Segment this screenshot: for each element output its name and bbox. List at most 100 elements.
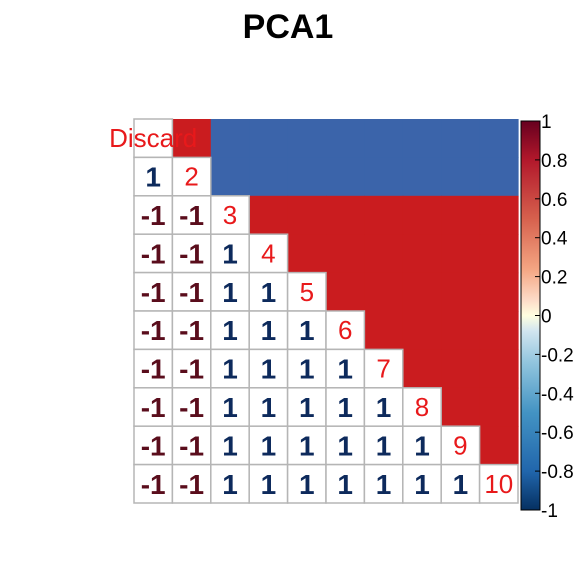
colorbar-tick-label: -1 bbox=[541, 501, 558, 522]
upper-cell bbox=[479, 426, 519, 466]
cell-value-label: -1 bbox=[141, 277, 166, 308]
lower-cell bbox=[325, 425, 366, 466]
cell-value-label: 1 bbox=[222, 469, 238, 500]
diagonal-cell bbox=[286, 271, 327, 312]
cell-value-label: 1 bbox=[299, 469, 315, 500]
diagonal-cell bbox=[210, 195, 250, 235]
upper-cell bbox=[441, 349, 481, 389]
cell-value-label: 1 bbox=[261, 315, 277, 346]
lower-cell bbox=[133, 156, 174, 197]
upper-cell bbox=[441, 157, 481, 197]
lower-cell bbox=[363, 463, 404, 504]
upper-cell bbox=[402, 157, 442, 197]
colorbar-tick-label: -0.4 bbox=[541, 384, 574, 405]
upper-cell bbox=[210, 119, 250, 158]
cell-value-label: 1 bbox=[337, 430, 353, 461]
cell-value-label: 1 bbox=[414, 469, 430, 500]
colorbar-tick-label: -0.2 bbox=[541, 345, 574, 366]
lower-cell bbox=[402, 425, 442, 466]
lower-cell bbox=[248, 463, 289, 504]
cell-value-label: -1 bbox=[179, 315, 204, 346]
cell-value-label: -1 bbox=[179, 430, 204, 461]
lower-triangle-cells: 1-1 -1-1 -1 1-1 -1 1 1-1 -1 1 1 1-1 -1 1 1 1 1-1 -1 1 1 1 1 1… bbox=[133, 118, 519, 504]
lower-cell bbox=[210, 463, 250, 504]
variable-label: 8 bbox=[415, 392, 429, 422]
cell-value-label: 1 bbox=[414, 430, 430, 461]
diagonal-cell bbox=[363, 348, 404, 389]
upper-cell bbox=[326, 119, 365, 158]
upper-cell bbox=[249, 195, 289, 235]
colorbar-tick-label: -0.8 bbox=[541, 462, 574, 483]
lower-cell bbox=[210, 348, 250, 389]
lower-cell bbox=[286, 425, 327, 466]
lower-cell bbox=[133, 310, 174, 351]
cell-value-label: -1 bbox=[141, 315, 166, 346]
colorbar-tick-label: 1 bbox=[541, 112, 552, 133]
upper-cell bbox=[364, 195, 404, 235]
lower-cell bbox=[325, 387, 366, 427]
cell-value-label: 1 bbox=[261, 430, 277, 461]
upper-cell bbox=[441, 272, 481, 312]
upper-cell bbox=[479, 119, 519, 158]
colorbar-tick-label: -0.6 bbox=[541, 423, 574, 444]
upper-cell bbox=[326, 195, 365, 235]
lower-cell bbox=[133, 387, 174, 427]
upper-cell bbox=[287, 119, 327, 158]
cell-value-label: 1 bbox=[261, 354, 277, 385]
lower-cell bbox=[171, 310, 212, 351]
upper-cell bbox=[441, 119, 481, 158]
diagonal-cell bbox=[440, 425, 481, 466]
upper-cell bbox=[402, 119, 442, 158]
upper-cell bbox=[326, 272, 365, 312]
upper-cell bbox=[287, 157, 327, 197]
cell-value-label: 1 bbox=[222, 315, 238, 346]
cell-value-label: -1 bbox=[179, 238, 204, 269]
variable-label: 6 bbox=[338, 315, 352, 345]
diagonal-cell bbox=[325, 310, 366, 351]
variable-label: 3 bbox=[223, 200, 237, 230]
cell-value-label: -1 bbox=[141, 430, 166, 461]
lower-cell bbox=[171, 195, 212, 235]
upper-cell bbox=[326, 234, 365, 274]
lower-cell bbox=[248, 310, 289, 351]
cell-value-label: 1 bbox=[261, 277, 277, 308]
cell-value-label: 1 bbox=[261, 392, 277, 423]
cell-value-label: -1 bbox=[141, 469, 166, 500]
upper-cell bbox=[364, 272, 404, 312]
diagonal-cell bbox=[402, 387, 442, 427]
cell-value-label: 1 bbox=[299, 392, 315, 423]
upper-cell bbox=[364, 311, 404, 350]
lower-cell bbox=[248, 271, 289, 312]
cell-value-label: -1 bbox=[179, 392, 204, 423]
variable-label: 5 bbox=[300, 277, 314, 307]
cell-value-label: 1 bbox=[299, 315, 315, 346]
lower-cell bbox=[171, 463, 212, 504]
upper-cell bbox=[441, 234, 481, 274]
cell-value-label: 1 bbox=[222, 392, 238, 423]
upper-cell bbox=[364, 234, 404, 274]
cell-value-label: 1 bbox=[222, 238, 238, 269]
upper-cell bbox=[287, 234, 327, 274]
cell-value-label: 1 bbox=[337, 392, 353, 423]
upper-cell bbox=[402, 272, 442, 312]
upper-cell bbox=[287, 195, 327, 235]
cell-value-label: -1 bbox=[179, 354, 204, 385]
cell-value-label: 1 bbox=[376, 392, 392, 423]
lower-cell bbox=[440, 463, 481, 504]
lower-cell bbox=[325, 348, 366, 389]
variable-label: 4 bbox=[261, 238, 275, 268]
chart-title: PCA1 bbox=[242, 8, 334, 46]
cell-value-label: 1 bbox=[299, 430, 315, 461]
cell-value-label: 1 bbox=[145, 162, 161, 193]
upper-cell bbox=[441, 195, 481, 235]
lower-cell bbox=[171, 233, 212, 274]
colorbar: -1 -0.8 -0.6 -0.4 -0.2 0 0.2 0.4 0.6 0.8 1 bbox=[520, 112, 574, 522]
diagonal-cell bbox=[248, 233, 289, 274]
upper-cell bbox=[479, 234, 519, 274]
lower-cell bbox=[325, 463, 366, 504]
cell-value-label: -1 bbox=[141, 200, 166, 231]
upper-cell bbox=[402, 349, 442, 389]
upper-cell bbox=[441, 311, 481, 350]
